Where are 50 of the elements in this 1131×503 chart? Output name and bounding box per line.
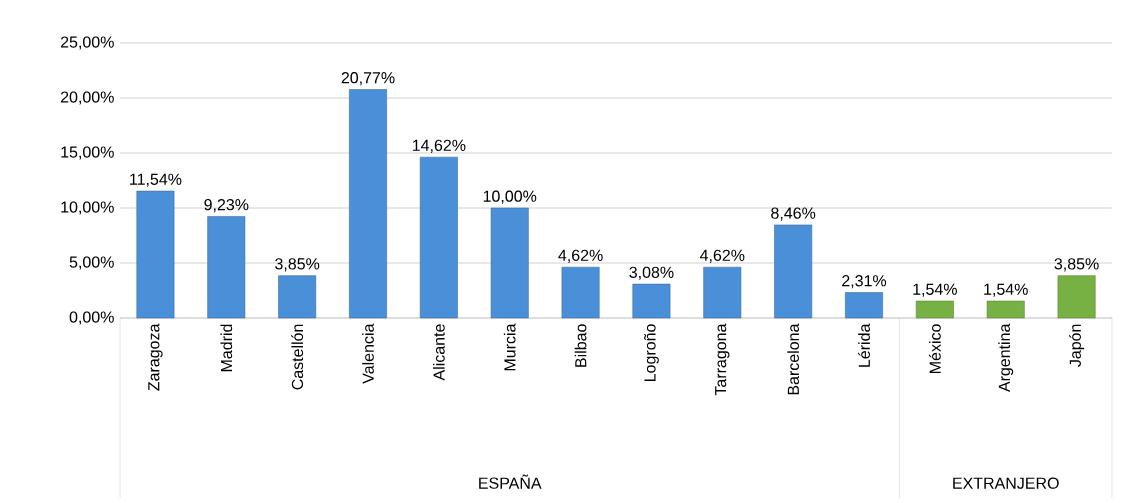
data-label: 11,54% xyxy=(130,173,182,187)
data-label: 2,31% xyxy=(842,275,887,289)
y-tick-label: 10,00% xyxy=(61,201,114,215)
text: ESPAÑA xyxy=(479,474,542,489)
bar xyxy=(703,266,742,319)
bar xyxy=(419,156,458,319)
bar xyxy=(278,275,317,319)
x-tick-label: Valencia xyxy=(362,323,374,384)
data-label: 10,00% xyxy=(483,190,537,204)
data-label: 3,85% xyxy=(275,258,320,272)
data-label: 14,62% xyxy=(412,139,466,153)
x-tick-label: Barcelona xyxy=(787,323,800,395)
bar xyxy=(986,300,1025,319)
x-tick-label: Japón xyxy=(1069,324,1085,367)
y-tick-label: 20,00% xyxy=(60,91,114,105)
bar xyxy=(207,216,246,319)
y-tick-label: 5,00% xyxy=(69,256,114,270)
data-label: 8,46% xyxy=(771,207,816,221)
x-tick-label: Murcia xyxy=(503,323,516,371)
y-tick-label: 15,00% xyxy=(61,146,114,160)
x-tick-label: Bilbao xyxy=(574,324,587,367)
data-label: 4,62% xyxy=(558,249,603,263)
bar xyxy=(136,190,175,319)
text: EXTRANJERO xyxy=(953,477,1059,489)
data-label: 1,54% xyxy=(984,283,1028,297)
bar xyxy=(349,89,387,319)
x-tick-label: Lérida xyxy=(858,323,870,367)
y-tick-label: 25,00% xyxy=(60,36,114,50)
data-label: 9,23% xyxy=(204,198,249,213)
x-tick-label: Logroño xyxy=(644,324,659,381)
x-tick-label: Madrid xyxy=(220,324,233,372)
data-label: 3,85% xyxy=(1054,258,1099,272)
bar xyxy=(774,224,813,319)
data-label: 1,54% xyxy=(913,283,957,297)
bar xyxy=(632,283,671,319)
data-label: 3,08% xyxy=(629,266,674,280)
bar xyxy=(490,207,529,319)
x-tick-label: México xyxy=(928,324,941,373)
x-tick-label: Tarragona xyxy=(715,323,730,396)
bar xyxy=(1057,275,1096,319)
y-tick-label: 0,00% xyxy=(69,311,114,325)
data-label: 20,77% xyxy=(341,72,395,86)
x-tick-label: Alicante xyxy=(433,324,445,381)
x-tick-label: Argentina xyxy=(998,323,1014,393)
data-label: 4,62% xyxy=(699,249,745,263)
bar xyxy=(915,300,954,319)
x-tick-label: Zaragoza xyxy=(148,323,163,391)
bar xyxy=(845,292,883,319)
x-tick-label: Castellón xyxy=(291,324,304,390)
bar xyxy=(561,266,600,319)
